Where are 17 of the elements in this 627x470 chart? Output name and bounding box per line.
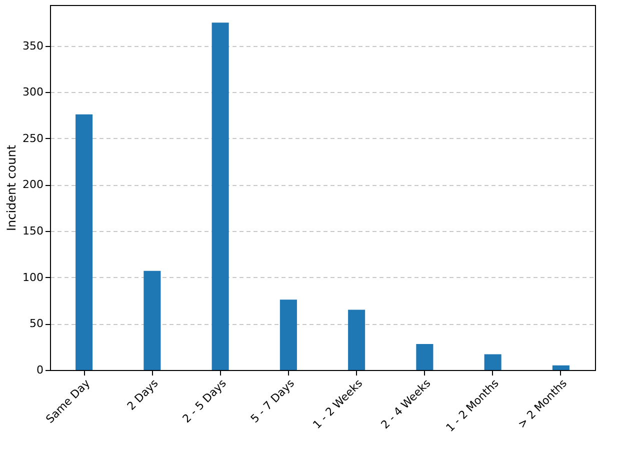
bar bbox=[552, 365, 570, 370]
y-tick-label: 250 bbox=[22, 132, 44, 145]
y-tick-label: 200 bbox=[22, 178, 44, 192]
bar bbox=[76, 114, 93, 370]
y-tick-label: 300 bbox=[22, 86, 44, 99]
bar bbox=[212, 22, 229, 370]
y-tick-label: 50 bbox=[30, 317, 44, 330]
bar bbox=[144, 270, 161, 370]
bar bbox=[280, 300, 297, 370]
y-tick-label: 0 bbox=[36, 364, 44, 376]
y-axis-title: Incident count bbox=[4, 144, 19, 232]
y-tick-label: 100 bbox=[22, 270, 44, 284]
bar bbox=[348, 310, 366, 370]
y-tick-label: 350 bbox=[22, 39, 44, 52]
bar bbox=[484, 354, 502, 370]
y-tick-label: 150 bbox=[22, 224, 44, 238]
bar bbox=[416, 344, 434, 370]
